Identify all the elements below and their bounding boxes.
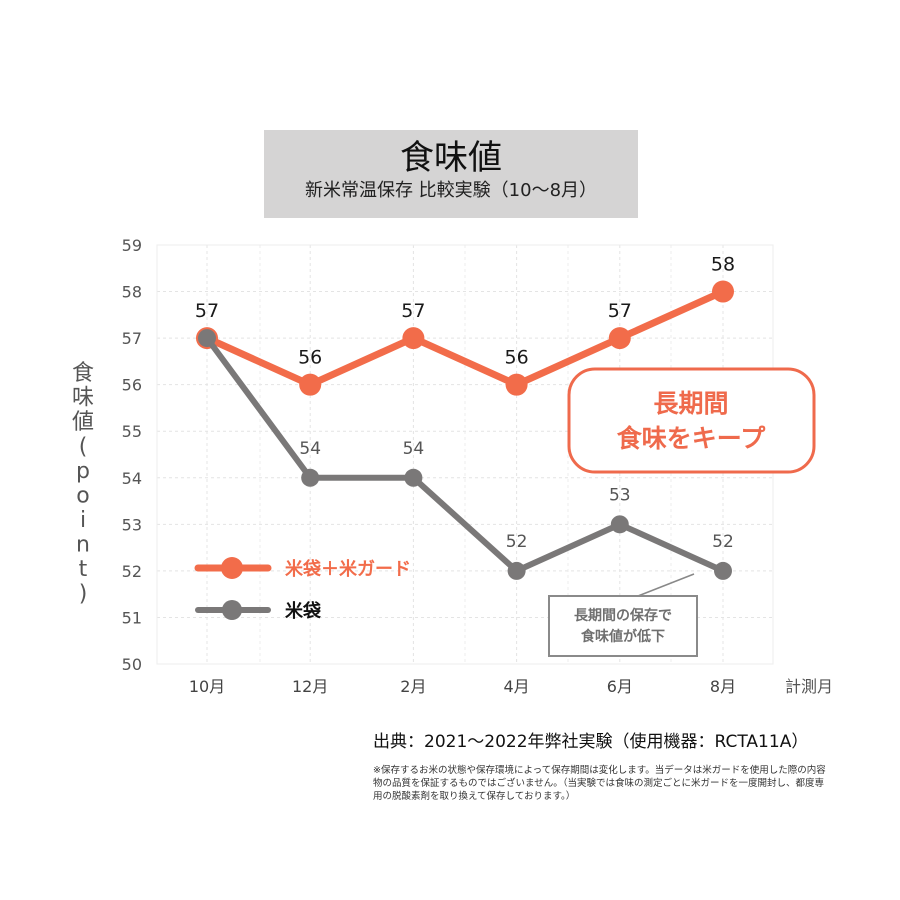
y-axis-label-char: t [79,557,88,582]
data-label: 52 [506,532,528,552]
y-tick-label: 59 [122,236,142,255]
series-line [203,288,727,389]
source-note: 出典：2021〜2022年弊社実験（使用機器：RCTA11A） [373,732,809,752]
axis-layer: 50 51 52 53 54 55 56 57 58 59 10月 12月 2月 4月 6月 8月 計測月 食味値… [72,236,833,696]
callout-text: 長期間食味をキープ [617,389,767,453]
y-tick-label: 53 [122,515,142,534]
x-tick-label: 8月 [710,677,736,696]
data-label: 56 [298,347,322,369]
legend-marker [221,557,243,579]
data-label: 54 [403,439,425,459]
y-axis-label-char: 食 [72,361,94,386]
data-point [404,468,423,487]
data-label: 52 [712,532,734,552]
y-axis-label-char: n [76,533,90,558]
y-axis-label-char: 値 [72,410,94,435]
data-point [507,561,526,580]
x-tick-label: 10月 [189,677,225,696]
y-tick-label: 52 [122,562,142,581]
x-axis-label: 計測月 [785,677,833,696]
chart-title: 食味値 [400,138,502,178]
y-tick-label: 54 [122,469,142,488]
y-tick-label: 50 [122,655,142,674]
data-point [610,515,629,534]
note-text-line: 食味値が低下 [581,628,665,645]
callout-box [567,367,816,474]
y-tick-label: 55 [122,422,142,441]
y-tick-label: 51 [122,608,142,627]
callout-text-line: 長期間 [653,389,728,418]
disclaimer: ※保存するお米の状態や保存環境によって保存期間は変化します。当データは米ガードを… [373,765,826,802]
y-axis-label: 食味値(p o i n t) [72,361,94,607]
data-label: 53 [609,485,631,505]
y-axis-label-char: ( [79,435,88,460]
x-tick-label: 6月 [607,677,633,696]
x-tick-label: 4月 [504,677,530,696]
note-text: 長期間の保存で食味値が低下 [574,607,672,645]
y-axis-label-char: i [80,508,86,533]
data-label: 54 [299,439,321,459]
legend-label: 米袋＋米ガード [285,558,411,580]
data-label: 57 [608,300,632,322]
data-label: 57 [195,300,219,322]
data-point [301,468,320,487]
y-axis-label-char: 味 [72,386,94,411]
data-label: 57 [401,300,425,322]
data-point [505,373,528,396]
data-point [299,373,322,396]
y-tick-label: 58 [122,283,142,302]
data-label: 58 [711,254,735,276]
callout-text-line: 食味をキープ [617,424,767,453]
callout-pointer [637,573,695,597]
data-point [712,280,734,303]
data-point [402,327,425,350]
data-label: 56 [505,347,529,369]
y-axis-label-char: ) [79,582,88,607]
legend-label: 米袋 [285,600,322,622]
y-tick-label: 57 [122,329,142,348]
data-point [608,327,631,350]
y-axis-label-char: p [76,459,90,484]
note-text-line: 長期間の保存で [574,607,672,624]
y-axis-label-char: o [76,484,89,509]
x-tick-label: 12月 [292,677,328,696]
y-tick-label: 56 [122,376,142,395]
data-point [714,561,732,580]
chart-subtitle: 新米常温保存 比較実験（10〜8月） [304,180,598,201]
chart-title-box: 食味値 新米常温保存 比較実験（10〜8月） [264,130,638,218]
series-line [204,335,726,574]
data-point [198,329,216,348]
legend-marker [222,600,242,620]
x-tick-label: 2月 [400,677,426,696]
note-box [548,595,698,657]
series-layer: 57 56 57 56 57 58 54 54 52 53 52 [195,254,735,580]
